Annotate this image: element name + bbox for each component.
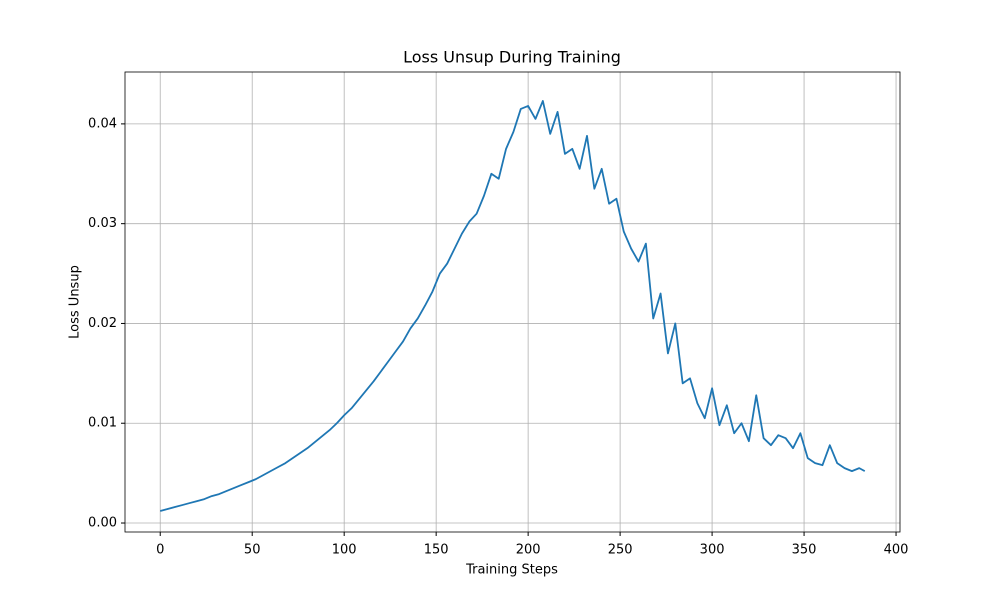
plot-frame [124,71,901,533]
y-tick-label: 0.04 [88,116,117,131]
x-tick-label: 300 [700,543,725,558]
x-tick-label: 350 [792,543,817,558]
y-tick-label: 0.00 [88,516,117,531]
chart-title: Loss Unsup During Training [403,48,621,67]
x-tick-label: 200 [516,543,541,558]
x-tick-label: 50 [244,543,261,558]
y-tick-label: 0.02 [88,316,117,331]
x-tick-label: 100 [332,543,357,558]
x-tick-label: 150 [424,543,449,558]
y-tick-label: 0.03 [88,216,117,231]
y-axis-label: Loss Unsup [68,265,83,339]
x-tick-label: 250 [608,543,633,558]
x-axis-label: Training Steps [465,563,558,578]
x-tick-label: 400 [884,543,909,558]
data-line [159,100,866,512]
y-tick-label: 0.01 [88,416,117,431]
x-tick-label: 0 [156,543,164,558]
